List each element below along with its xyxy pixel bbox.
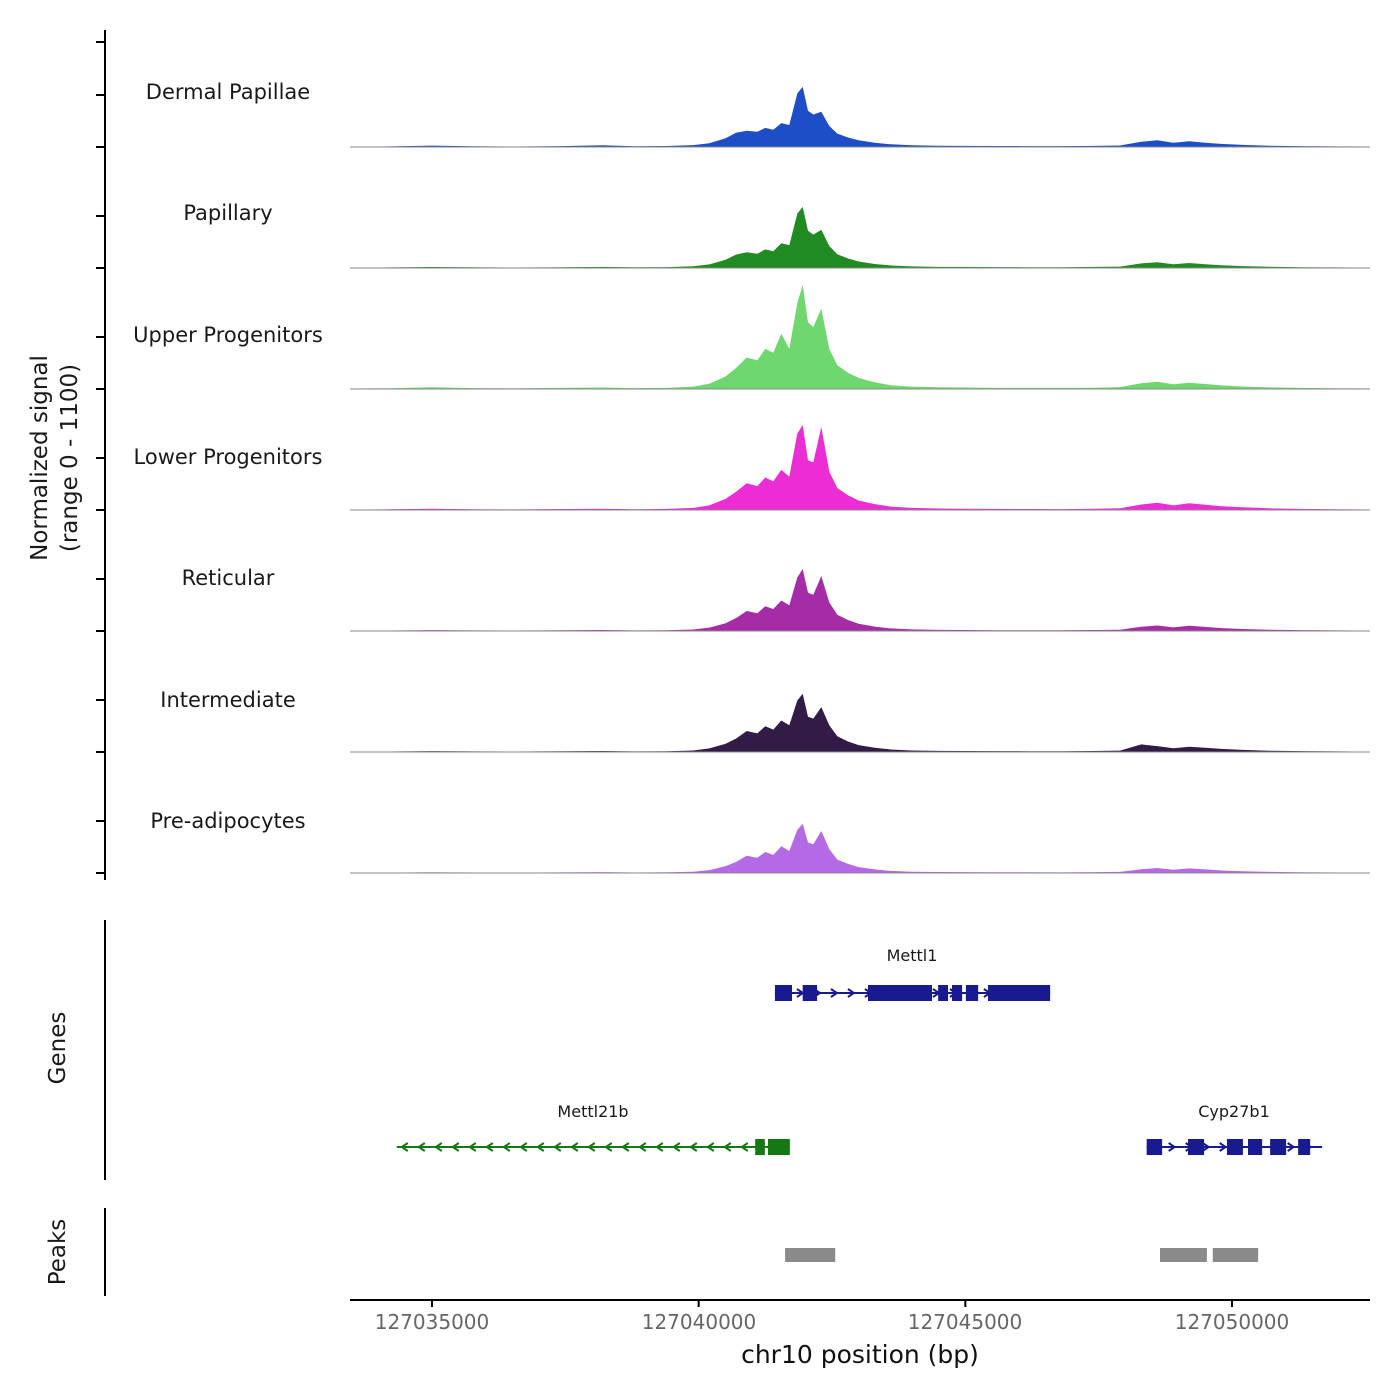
x-tick-label-2: 127045000	[907, 1310, 1023, 1334]
track-label-papillary: Papillary	[183, 201, 273, 225]
x-tick-label-3: 127050000	[1174, 1310, 1290, 1334]
strand-arrow-icon	[518, 1142, 528, 1152]
y-axis-label: Normalized signal (range 0 - 1100)	[25, 355, 85, 561]
track-label-dermal-papillae: Dermal Papillae	[145, 80, 311, 104]
signal-area-5	[350, 693, 1370, 752]
strand-arrow-icon	[722, 1142, 732, 1152]
signal-area-4	[350, 569, 1370, 631]
strand-arrow-icon	[620, 1142, 630, 1152]
peak-box-1	[1160, 1248, 1207, 1262]
gene-label-mettl21b: Mettl21b	[557, 1102, 629, 1121]
gene-exon-cyp27b1	[1270, 1139, 1287, 1155]
gene-exon-cyp27b1	[1226, 1139, 1243, 1155]
gene-exon-cyp27b1	[1298, 1139, 1311, 1155]
strand-arrow-icon	[1168, 1142, 1177, 1152]
signal-area-2	[350, 285, 1370, 389]
track-label-reticular: Reticular	[181, 566, 275, 590]
strand-arrow-icon	[1287, 1142, 1296, 1152]
signal-area-6	[350, 823, 1370, 873]
strand-arrow-icon	[603, 1142, 613, 1152]
strand-arrow-icon	[830, 988, 839, 998]
strand-arrow-icon	[705, 1142, 715, 1152]
strand-arrow-icon	[535, 1142, 545, 1152]
strand-arrow-icon	[688, 1142, 698, 1152]
x-axis-title: chr10 position (bp)	[741, 1340, 979, 1369]
track-label-lower-progenitors: Lower Progenitors	[133, 445, 323, 469]
strand-arrow-icon	[739, 1142, 749, 1152]
gene-exon-cyp27b1	[1188, 1139, 1204, 1155]
gene-exon-mettl1	[938, 985, 948, 1001]
peaks-section-label: Peaks	[45, 1218, 71, 1286]
peak-box-0	[785, 1248, 836, 1262]
signal-area-1	[350, 206, 1370, 268]
gene-exon-cyp27b1	[1146, 1139, 1163, 1155]
gene-exon-mettl1	[952, 985, 963, 1001]
gene-exon-mettl1	[988, 985, 1051, 1001]
genes-section-label: Genes	[45, 1011, 71, 1085]
strand-arrow-icon	[484, 1142, 494, 1152]
gene-exon-mettl1	[965, 985, 979, 1001]
peak-box-2	[1212, 1248, 1259, 1262]
y-axis-label-line2: (range 0 - 1100)	[57, 363, 83, 553]
strand-arrow-icon	[1219, 1142, 1228, 1152]
gene-exon-cyp27b1	[1248, 1139, 1263, 1155]
strand-arrow-icon	[1202, 1142, 1211, 1152]
x-tick-label-1: 127040000	[641, 1310, 757, 1334]
gene-label-mettl1: Mettl1	[886, 946, 938, 965]
strand-arrow-icon	[637, 1142, 647, 1152]
track-label-pre-adipocytes: Pre-adipocytes	[150, 809, 306, 833]
strand-arrow-icon	[847, 988, 856, 998]
signal-area-0	[350, 86, 1370, 147]
gene-exon-mettl21b	[755, 1139, 765, 1155]
track-label-upper-progenitors: Upper Progenitors	[133, 323, 323, 347]
strand-arrow-icon	[416, 1142, 426, 1152]
strand-arrow-icon	[467, 1142, 477, 1152]
strand-arrow-icon	[654, 1142, 664, 1152]
strand-arrow-icon	[569, 1142, 579, 1152]
strand-arrow-icon	[671, 1142, 681, 1152]
signal-area-3	[350, 425, 1370, 510]
strand-arrow-icon	[450, 1142, 460, 1152]
gene-exon-mettl1	[802, 985, 818, 1001]
strand-arrow-icon	[433, 1142, 443, 1152]
strand-arrow-icon	[552, 1142, 562, 1152]
gene-label-cyp27b1: Cyp27b1	[1198, 1102, 1270, 1121]
gene-exon-mettl1	[774, 985, 792, 1001]
gene-exon-mettl1	[868, 985, 932, 1001]
strand-arrow-icon	[399, 1142, 409, 1152]
gene-exon-mettl21b	[768, 1139, 790, 1155]
strand-arrow-icon	[501, 1142, 511, 1152]
strand-arrow-icon	[586, 1142, 596, 1152]
x-tick-label-0: 127035000	[374, 1310, 490, 1334]
y-axis-label-line1: Normalized signal	[27, 355, 53, 561]
track-label-intermediate: Intermediate	[160, 688, 296, 712]
